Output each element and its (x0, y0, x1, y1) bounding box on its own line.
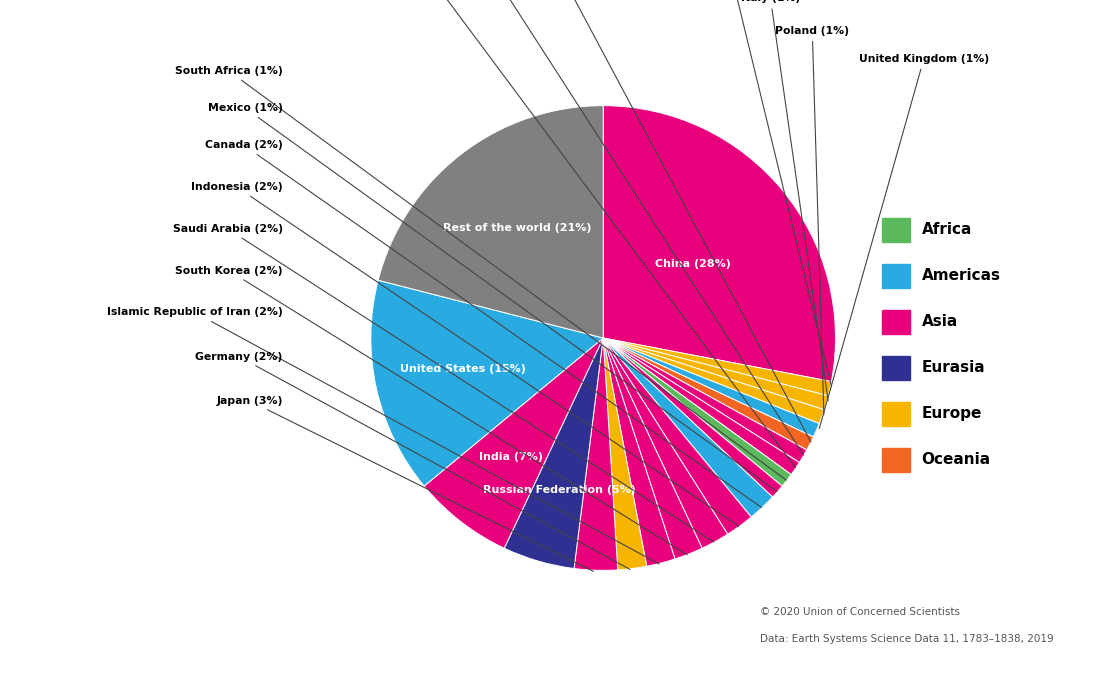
Text: Europe: Europe (922, 406, 982, 421)
Text: China (28%): China (28%) (655, 259, 731, 269)
Wedge shape (603, 338, 727, 548)
Text: Canada (2%): Canada (2%) (204, 140, 762, 508)
Text: Saudi Arabia (2%): Saudi Arabia (2%) (172, 224, 714, 542)
Wedge shape (603, 338, 782, 497)
Text: Brazil (1%): Brazil (1%) (402, 0, 795, 468)
Wedge shape (603, 338, 647, 570)
Wedge shape (603, 338, 831, 395)
Text: © 2020 Union of Concerned Scientists: © 2020 Union of Concerned Scientists (760, 607, 960, 617)
Wedge shape (379, 105, 603, 338)
Text: United States (15%): United States (15%) (400, 364, 525, 375)
Wedge shape (424, 338, 603, 548)
Text: Data: Earth Systems Science Data 11, 1783–1838, 2019: Data: Earth Systems Science Data 11, 178… (760, 634, 1053, 644)
Text: Russian Federation (5%): Russian Federation (5%) (483, 485, 636, 495)
Text: Africa: Africa (922, 222, 972, 237)
Wedge shape (574, 338, 618, 571)
Text: Eurasia: Eurasia (922, 360, 985, 375)
Text: Rest of the world (21%): Rest of the world (21%) (443, 223, 592, 233)
Text: South Africa (1%): South Africa (1%) (174, 66, 786, 480)
Text: South Korea (2%): South Korea (2%) (175, 266, 687, 555)
Wedge shape (603, 338, 813, 450)
Wedge shape (603, 338, 703, 559)
Wedge shape (603, 338, 824, 424)
Text: France (1%): France (1%) (695, 0, 831, 387)
Text: Australia (1%): Australia (1%) (495, 0, 811, 442)
Wedge shape (603, 338, 752, 534)
Wedge shape (603, 338, 806, 462)
Text: India (7%): India (7%) (478, 452, 543, 462)
Wedge shape (603, 338, 828, 410)
Text: Oceania: Oceania (922, 452, 991, 467)
Text: Poland (1%): Poland (1%) (775, 26, 849, 414)
Wedge shape (504, 338, 603, 569)
Wedge shape (603, 338, 675, 566)
Wedge shape (371, 281, 603, 486)
Text: Turkey (1%): Turkey (1%) (446, 0, 803, 455)
Text: Mexico (1%): Mexico (1%) (208, 103, 777, 491)
Text: Japan (3%): Japan (3%) (217, 395, 593, 571)
Text: Indonesia (2%): Indonesia (2%) (191, 182, 738, 527)
Text: Germany (2%): Germany (2%) (195, 352, 630, 569)
Wedge shape (603, 105, 836, 381)
Text: Islamic Republic of Iran (2%): Islamic Republic of Iran (2%) (107, 308, 659, 564)
Text: Asia: Asia (922, 314, 957, 329)
Text: Italy (1%): Italy (1%) (741, 0, 828, 401)
Text: United Kingdom (1%): United Kingdom (1%) (819, 54, 989, 429)
Text: Americas: Americas (922, 268, 1001, 283)
Wedge shape (603, 338, 773, 517)
Wedge shape (603, 338, 791, 486)
Wedge shape (603, 338, 819, 437)
Wedge shape (603, 338, 800, 475)
